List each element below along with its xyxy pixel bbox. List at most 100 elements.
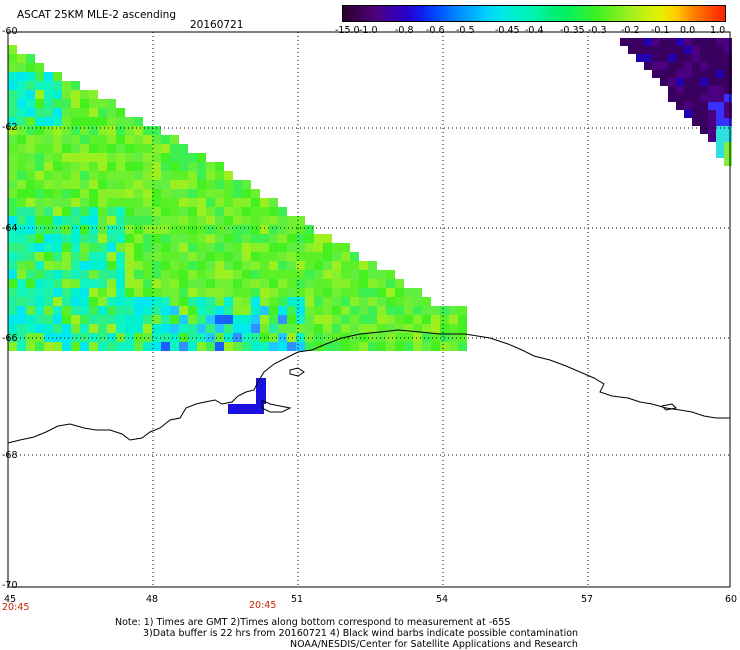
data-cell bbox=[395, 288, 404, 297]
data-cell bbox=[125, 342, 134, 351]
data-cell bbox=[98, 207, 107, 216]
data-cell bbox=[260, 243, 269, 252]
data-cell bbox=[107, 126, 116, 135]
data-cell bbox=[341, 324, 350, 333]
data-cell bbox=[26, 270, 35, 279]
data-cell bbox=[215, 252, 224, 261]
data-cell bbox=[35, 189, 44, 198]
data-cell bbox=[332, 342, 341, 351]
data-cell bbox=[260, 207, 269, 216]
data-cell bbox=[170, 288, 179, 297]
data-cell bbox=[98, 117, 107, 126]
data-cell bbox=[269, 288, 278, 297]
data-cell bbox=[233, 297, 242, 306]
data-cell bbox=[716, 134, 724, 142]
data-cell bbox=[35, 288, 44, 297]
data-cell bbox=[386, 288, 395, 297]
data-cell bbox=[323, 243, 332, 252]
data-cell bbox=[233, 342, 242, 351]
data-cell bbox=[260, 270, 269, 279]
data-cell bbox=[215, 180, 224, 189]
data-cell bbox=[152, 225, 161, 234]
data-cell bbox=[89, 297, 98, 306]
data-cell bbox=[17, 207, 26, 216]
data-cell bbox=[107, 234, 116, 243]
data-cell bbox=[26, 333, 35, 342]
data-cell bbox=[53, 306, 62, 315]
data-cell bbox=[215, 207, 224, 216]
data-cell bbox=[89, 171, 98, 180]
data-cell bbox=[89, 243, 98, 252]
data-cell bbox=[251, 189, 260, 198]
data-cell bbox=[89, 324, 98, 333]
data-cell bbox=[170, 252, 179, 261]
data-cell bbox=[17, 261, 26, 270]
data-cell bbox=[179, 234, 188, 243]
data-cell bbox=[71, 225, 80, 234]
data-cell bbox=[350, 315, 359, 324]
data-cell bbox=[305, 243, 314, 252]
data-cell bbox=[134, 135, 143, 144]
data-cell bbox=[413, 324, 422, 333]
data-cell bbox=[251, 198, 260, 207]
data-cell bbox=[278, 315, 287, 324]
data-cell bbox=[278, 342, 287, 351]
data-cell bbox=[26, 99, 35, 108]
data-cell bbox=[179, 324, 188, 333]
data-cell bbox=[404, 288, 413, 297]
data-cell bbox=[116, 180, 125, 189]
data-cell bbox=[8, 342, 17, 351]
data-cell bbox=[676, 86, 684, 94]
data-cell bbox=[26, 315, 35, 324]
data-cell bbox=[242, 207, 251, 216]
data-cell bbox=[35, 81, 44, 90]
data-cell bbox=[8, 270, 17, 279]
data-cell bbox=[708, 126, 716, 134]
data-cell bbox=[636, 46, 644, 54]
data-cell bbox=[170, 198, 179, 207]
data-cell bbox=[708, 94, 716, 102]
data-cell bbox=[134, 270, 143, 279]
data-cell bbox=[116, 270, 125, 279]
data-cell bbox=[377, 297, 386, 306]
data-cell bbox=[80, 216, 89, 225]
data-cell bbox=[62, 288, 71, 297]
data-cell bbox=[323, 324, 332, 333]
data-cell bbox=[17, 198, 26, 207]
data-cell bbox=[53, 243, 62, 252]
data-cell bbox=[668, 86, 676, 94]
data-cell bbox=[26, 306, 35, 315]
data-cell bbox=[197, 324, 206, 333]
data-cell bbox=[152, 243, 161, 252]
data-cell bbox=[44, 234, 53, 243]
data-cell bbox=[80, 180, 89, 189]
data-cell bbox=[161, 324, 170, 333]
data-cell bbox=[62, 342, 71, 351]
data-cell bbox=[35, 315, 44, 324]
data-cell bbox=[305, 324, 314, 333]
data-cell bbox=[251, 252, 260, 261]
data-cell bbox=[44, 198, 53, 207]
data-cell bbox=[179, 270, 188, 279]
data-cell bbox=[660, 38, 668, 46]
data-cell bbox=[143, 279, 152, 288]
data-cell bbox=[332, 270, 341, 279]
data-cell bbox=[368, 270, 377, 279]
data-cell bbox=[260, 261, 269, 270]
data-cell bbox=[71, 180, 80, 189]
data-cell bbox=[724, 126, 732, 134]
data-cell bbox=[8, 81, 17, 90]
data-cell bbox=[251, 216, 260, 225]
data-cell bbox=[143, 270, 152, 279]
data-cell bbox=[17, 279, 26, 288]
data-cell bbox=[17, 342, 26, 351]
data-cell bbox=[233, 225, 242, 234]
data-cell bbox=[116, 162, 125, 171]
data-cell bbox=[53, 144, 62, 153]
data-cell bbox=[287, 252, 296, 261]
data-cell bbox=[26, 189, 35, 198]
data-cell bbox=[80, 234, 89, 243]
data-cell bbox=[242, 288, 251, 297]
data-cell bbox=[224, 279, 233, 288]
data-cell bbox=[269, 225, 278, 234]
